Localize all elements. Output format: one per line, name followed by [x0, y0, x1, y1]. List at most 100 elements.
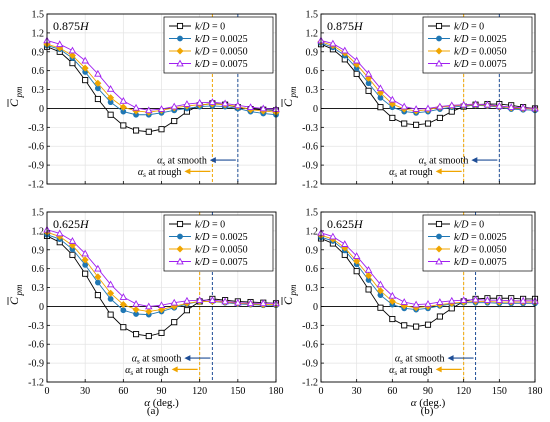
y-axis-label-sub: pm: [288, 284, 298, 297]
legend-label-var: k/D: [454, 47, 469, 58]
data-point: [352, 252, 361, 259]
y-axis-label-sub: pm: [288, 86, 298, 99]
annotation-smooth-text: αs at smooth: [132, 354, 182, 366]
x-axis-label-unit: (deg.): [417, 397, 446, 409]
data-point: [519, 296, 527, 304]
y-tick-label: -0.6: [28, 340, 44, 351]
annotation-rough-arrow-head: [435, 168, 442, 175]
legend-label-var: k/D: [454, 245, 469, 256]
data-point: [106, 84, 115, 92]
data-point: [259, 299, 268, 307]
y-tick-label: 0.3: [306, 283, 319, 294]
data-point: [459, 296, 468, 303]
height-label-unit: H: [79, 19, 90, 33]
data-point: [376, 84, 385, 92]
legend-label: k/D = 0.0050: [454, 47, 507, 58]
legend-label-var: k/D: [195, 47, 210, 58]
data-point: [120, 307, 127, 314]
data-point: [221, 99, 229, 107]
legend-marker: [176, 220, 184, 228]
data-point: [107, 311, 114, 318]
annotation-rough-symbol-sub: s: [394, 369, 397, 377]
y-tick-label: -0.6: [28, 142, 44, 153]
data-point: [195, 296, 204, 303]
y-axis-label: Cpm: [281, 284, 298, 305]
data-point: [157, 301, 166, 309]
annotation-rough-word: at rough: [397, 167, 433, 178]
y-tick-label: -0.3: [28, 321, 44, 332]
data-point: [183, 100, 191, 107]
data-point: [94, 79, 102, 87]
data-point: [69, 60, 76, 67]
legend-label: k/D = 0.0025: [454, 232, 507, 243]
legend-marker: [435, 220, 443, 228]
data-point: [107, 295, 114, 302]
data-point: [82, 270, 89, 277]
annotation-rough-symbol-sub: s: [130, 369, 133, 377]
x-axis-label: α (deg.): [411, 397, 446, 409]
data-point: [376, 89, 384, 97]
data-point: [107, 111, 114, 118]
data-point: [424, 299, 432, 307]
annotation-rough-symbol: α: [138, 167, 144, 178]
data-point: [94, 264, 102, 272]
data-point: [448, 296, 456, 304]
legend-label: k/D = 0: [195, 22, 225, 33]
data-point: [246, 103, 255, 111]
legend-marker: [176, 245, 184, 253]
y-tick-label: 0.3: [306, 85, 319, 96]
data-point: [436, 102, 444, 110]
annotation-rough-arrow-head: [171, 366, 178, 373]
y-tick-label: 0.3: [32, 85, 45, 96]
height-label: 0.625H: [53, 217, 90, 231]
data-point: [389, 315, 396, 323]
annotation-smooth-symbol-sub: s: [137, 358, 140, 366]
annotation-smooth-symbol: α: [157, 156, 163, 167]
annotation-rough-text: αs at rough: [389, 167, 433, 179]
data-point: [400, 102, 408, 110]
data-point: [120, 122, 127, 129]
height-label-unit: H: [353, 19, 364, 33]
height-label-value: 0.625: [53, 217, 80, 231]
data-point: [94, 292, 101, 299]
annotation-smooth-text: αs at smooth: [395, 354, 445, 366]
annotation-rough-arrow-head: [435, 366, 442, 373]
chart-panel-1: 1.5 1.2 0.9 0.6 0.3 0 -0.3 -0.6 -0.9 -1.2 Cpm 0.875…: [7, 10, 280, 191]
data-point: [171, 319, 178, 326]
legend-label: k/D = 0.0075: [454, 59, 507, 70]
annotation-rough-symbol: α: [389, 365, 395, 376]
x-tick-label: 60: [118, 386, 128, 397]
annotation-rough: αs at rough: [389, 167, 462, 179]
y-tick-label: 0.9: [32, 245, 45, 256]
data-point: [329, 232, 337, 240]
annotation-rough-symbol-sub: s: [143, 171, 146, 179]
data-point: [195, 98, 204, 106]
x-axis-label-symbol: α: [144, 397, 150, 409]
data-point: [365, 272, 373, 280]
annotation-smooth-symbol: α: [419, 156, 425, 167]
x-axis-label-unit: (deg.): [150, 397, 179, 409]
annotation-smooth-symbol: α: [395, 354, 401, 365]
data-point: [107, 289, 115, 297]
legend-marker: [176, 47, 184, 55]
data-point: [133, 331, 140, 338]
data-point: [221, 297, 229, 305]
data-point: [471, 295, 480, 303]
data-point: [145, 307, 153, 316]
data-point: [246, 299, 255, 307]
y-tick-label: 0: [313, 302, 318, 313]
data-point: [133, 127, 140, 134]
data-point: [119, 96, 128, 104]
data-point: [94, 273, 102, 281]
chart-panel-4: 1.51.20.90.60.30-0.3-0.6-0.9-1.20 30 60 90 1…: [281, 208, 543, 410]
height-label-value: 0.875: [53, 19, 80, 33]
data-point: [158, 126, 165, 133]
legend-label-val: = 0.0050: [209, 245, 247, 256]
y-tick-label: -1.2: [28, 180, 44, 191]
data-point: [69, 251, 76, 258]
legend-marker: [177, 233, 183, 240]
data-point: [507, 296, 515, 304]
data-point: [82, 77, 89, 84]
legend-marker: [176, 22, 184, 30]
